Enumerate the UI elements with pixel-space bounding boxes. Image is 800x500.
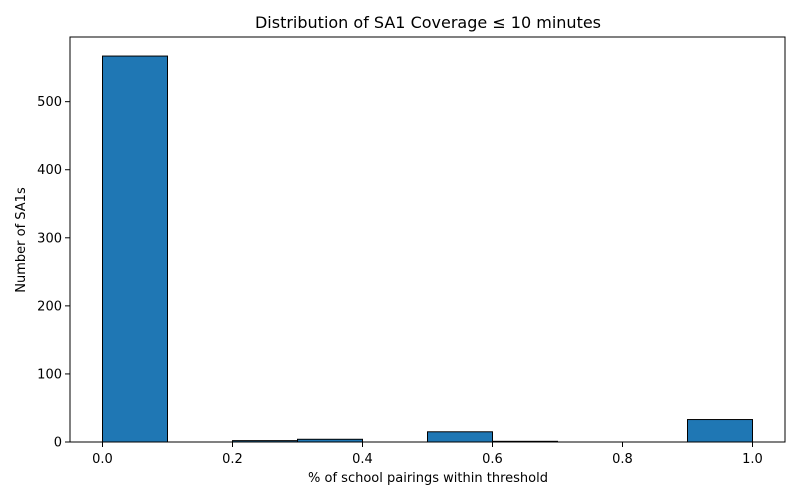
x-tick-label-4: 0.8: [612, 452, 633, 467]
x-tick-label-1: 0.2: [222, 452, 243, 467]
y-axis-label: Number of SA1s: [14, 187, 29, 293]
histogram-bar-9: [687, 419, 753, 443]
y-tick-label-5: 500: [37, 95, 62, 110]
y-tick-label-1: 100: [37, 367, 62, 382]
x-tick-label-5: 1.0: [742, 452, 763, 467]
x-tick-label-2: 0.4: [352, 452, 373, 467]
x-tick-label-0: 0.0: [92, 452, 113, 467]
x-axis: 0.0 0.2 0.4 0.6 0.8 1.0: [92, 442, 763, 467]
histogram-bar-0: [102, 55, 168, 443]
histogram-bar-5: [427, 431, 493, 443]
y-tick-label-4: 400: [37, 163, 62, 178]
chart-title: Distribution of SA1 Coverage ≤ 10 minute…: [255, 13, 601, 32]
plot-frame: [69, 36, 786, 443]
y-tick-label-3: 300: [37, 231, 62, 246]
x-tick-label-3: 0.6: [482, 452, 503, 467]
x-axis-label: % of school pairings within threshold: [308, 471, 548, 486]
y-tick-label-0: 0: [54, 436, 62, 451]
y-axis: 0 100 200 300 400 500: [37, 95, 70, 451]
y-tick-label-2: 200: [37, 299, 62, 314]
